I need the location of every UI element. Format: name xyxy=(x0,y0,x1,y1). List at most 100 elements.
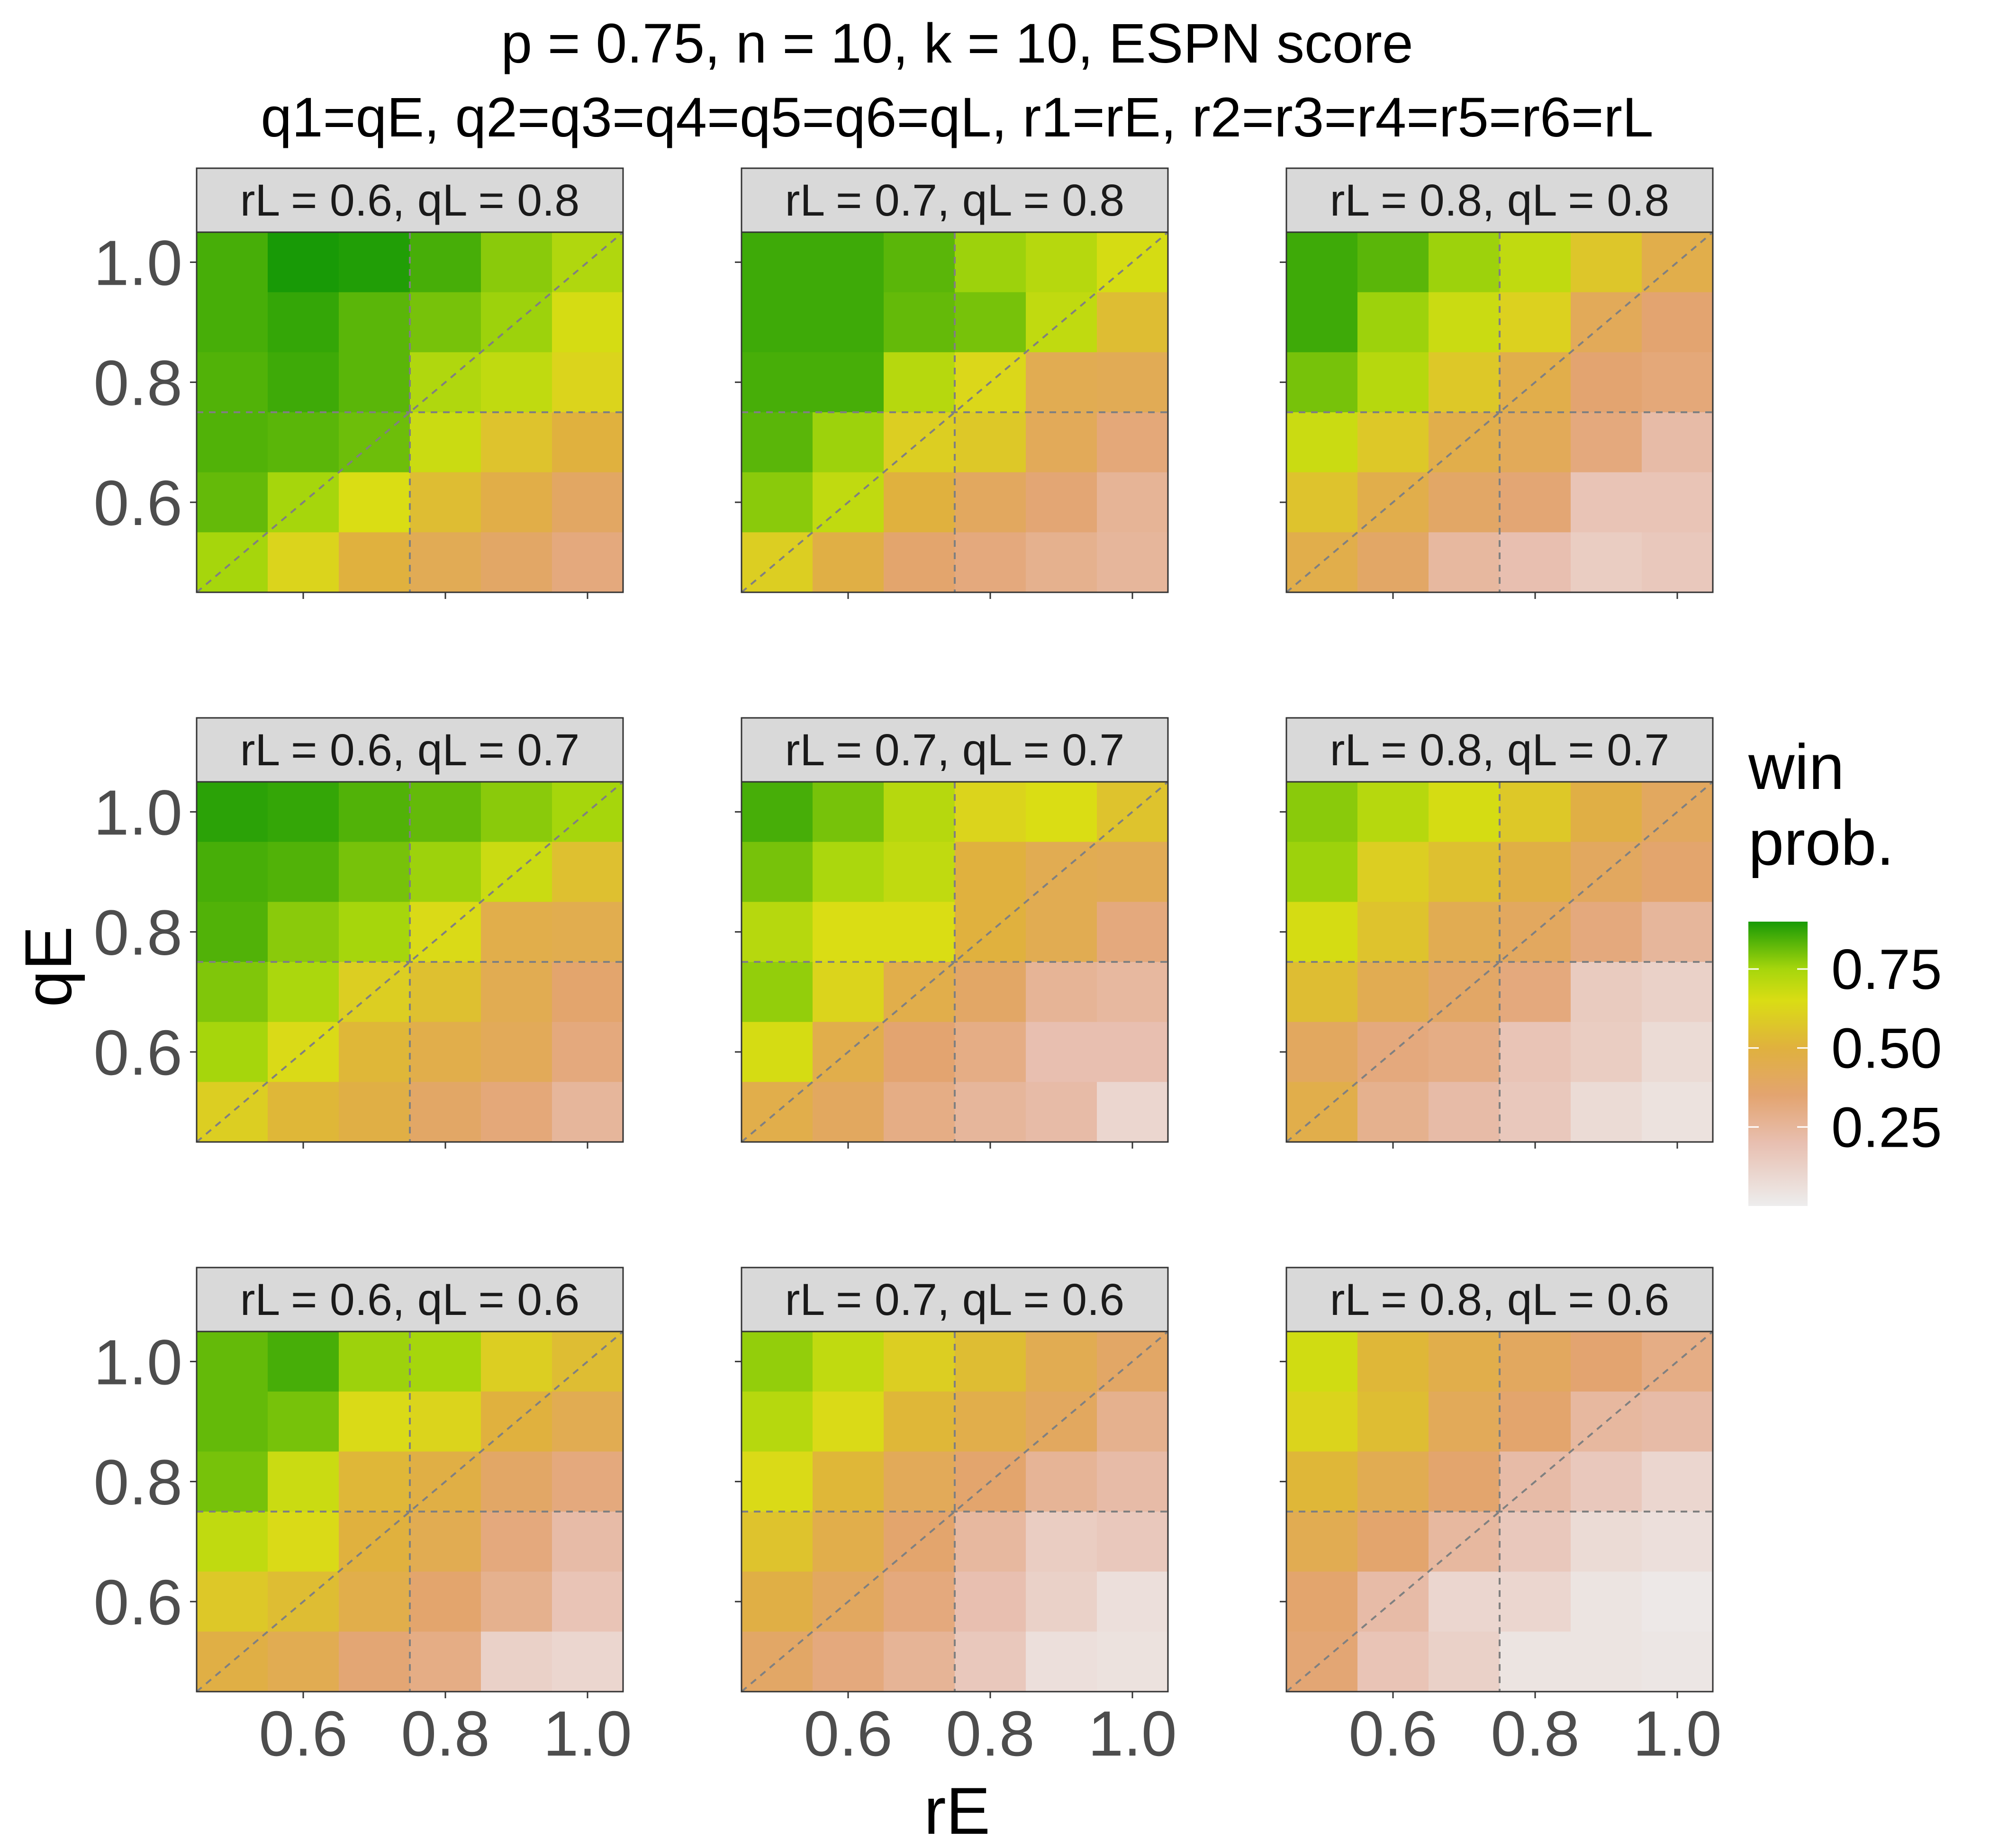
heatmap-tile xyxy=(410,962,481,1023)
heatmap-tile xyxy=(1500,782,1571,842)
heatmap-tile xyxy=(1429,902,1500,962)
heatmap-tile xyxy=(1286,1571,1358,1632)
heatmap-tile xyxy=(955,1332,1026,1392)
facet-panel: rL = 0.7, qL = 0.7 xyxy=(735,717,1169,1149)
heatmap-tile xyxy=(410,1571,481,1632)
heatmap-tile xyxy=(481,1332,552,1392)
heatmap-tile xyxy=(1500,1082,1571,1142)
heatmap-tile xyxy=(268,962,339,1023)
heatmap-tile xyxy=(955,1391,1026,1452)
heatmap-tile xyxy=(1571,1451,1642,1512)
heatmap-tile xyxy=(1429,1571,1500,1632)
heatmap-tile xyxy=(410,1631,481,1692)
heatmap-tile xyxy=(339,1082,410,1142)
heatmap-tile xyxy=(1097,962,1168,1023)
facet-strip-label: rL = 0.7, qL = 0.7 xyxy=(785,725,1125,775)
heatmap-tile xyxy=(1097,292,1168,353)
heatmap-tile xyxy=(813,1332,884,1392)
heatmap-tile xyxy=(1429,352,1500,413)
x-tick-label: 1.0 xyxy=(1088,1698,1177,1769)
heatmap-tile xyxy=(1642,902,1713,962)
heatmap-tile xyxy=(742,1451,813,1512)
heatmap-tile xyxy=(410,472,481,533)
facet-panel: rL = 0.8, qL = 0.6 0.6 0.8 1.0 xyxy=(1280,1267,1722,1769)
heatmap-tile xyxy=(481,1571,552,1632)
heatmap-tile xyxy=(1571,1631,1642,1692)
heatmap-tile xyxy=(1357,1451,1429,1512)
heatmap-tile xyxy=(1571,1332,1642,1392)
heatmap-tile xyxy=(955,842,1026,902)
heatmap-tile xyxy=(742,902,813,962)
heatmap-tile xyxy=(1642,532,1713,593)
heatmap-tile xyxy=(1500,1391,1571,1452)
heatmap-tile xyxy=(339,1332,410,1392)
heatmap-tile xyxy=(1097,532,1168,593)
heatmap-tile xyxy=(1357,902,1429,962)
heatmap-tile xyxy=(1026,1332,1097,1392)
heatmap-tile xyxy=(1026,1451,1097,1512)
heatmap-tile xyxy=(1357,1512,1429,1572)
y-tick-label: 0.8 xyxy=(93,897,182,969)
heatmap-tile xyxy=(742,472,813,533)
panel-border xyxy=(196,1331,624,1693)
heatmap-tile xyxy=(1357,1391,1429,1452)
facet-strip xyxy=(1285,717,1714,783)
heatmap-tile xyxy=(1642,292,1713,353)
heatmap-tile xyxy=(552,412,624,473)
heatmap-tile xyxy=(410,532,481,593)
heatmap-tile xyxy=(268,782,339,842)
heatmap-tile xyxy=(268,842,339,902)
y-tick-label: 0.8 xyxy=(93,1447,182,1518)
x-axis-title: rE xyxy=(924,1774,990,1848)
heatmap-tile xyxy=(1571,782,1642,842)
facet-strip-label: rL = 0.8, qL = 0.6 xyxy=(1330,1275,1670,1325)
heatmap-tile xyxy=(813,962,884,1023)
heatmap-tile xyxy=(1357,1631,1429,1692)
heatmap-tile xyxy=(1429,1022,1500,1082)
panel-border xyxy=(741,231,1169,593)
heatmap-tile xyxy=(410,1391,481,1452)
heatmap-tile xyxy=(742,1332,813,1392)
heatmap-tile xyxy=(1571,532,1642,593)
heatmap-tile xyxy=(197,232,268,293)
facet-strip xyxy=(1285,167,1714,233)
facet-panel: rL = 0.6, qL = 0.6 0.6 0.6 0.8 0.8 1.0 1.0 xyxy=(93,1267,632,1769)
heatmap-tile xyxy=(884,232,955,293)
heatmap-tile xyxy=(742,842,813,902)
heatmap-tile xyxy=(742,412,813,473)
heatmap-tile xyxy=(884,1332,955,1392)
heatmap-tile xyxy=(742,1512,813,1572)
facet-strip-label: rL = 0.6, qL = 0.6 xyxy=(240,1275,580,1325)
heatmap-tile xyxy=(1571,1571,1642,1632)
heatmap-tile xyxy=(339,1571,410,1632)
heatmap-tile xyxy=(1286,1391,1358,1452)
heatmap-tile xyxy=(1026,352,1097,413)
heatmap-tile xyxy=(339,1631,410,1692)
heatmap-tile xyxy=(1429,1631,1500,1692)
heatmap-tile xyxy=(1026,1082,1097,1142)
heatmap-tile xyxy=(813,232,884,293)
heatmap-tile xyxy=(742,782,813,842)
heatmap-tile xyxy=(955,412,1026,473)
heatmap-tile xyxy=(268,902,339,962)
heatmap-tile xyxy=(1357,292,1429,353)
heatmap-tile xyxy=(552,842,624,902)
heatmap-tile xyxy=(813,1631,884,1692)
heatmap-tile xyxy=(268,1082,339,1142)
heatmap-tile xyxy=(1429,292,1500,353)
heatmap-tile xyxy=(742,232,813,293)
facet-strip xyxy=(196,1267,624,1332)
facet-strip-label: rL = 0.6, qL = 0.8 xyxy=(240,175,580,226)
heatmap-tile xyxy=(1500,962,1571,1023)
heatmap-tile xyxy=(268,532,339,593)
heatmap-tile xyxy=(1357,782,1429,842)
heatmap-tile xyxy=(1429,782,1500,842)
heatmap-tile xyxy=(552,352,624,413)
heatmap-tile xyxy=(1571,962,1642,1023)
heatmap-tile xyxy=(955,232,1026,293)
heatmap-tile xyxy=(1286,1451,1358,1512)
heatmap-tile xyxy=(552,292,624,353)
x-tick-label: 0.6 xyxy=(804,1698,893,1769)
heatmap-tile xyxy=(1097,1631,1168,1692)
legend-title-line: win xyxy=(1748,731,1845,803)
